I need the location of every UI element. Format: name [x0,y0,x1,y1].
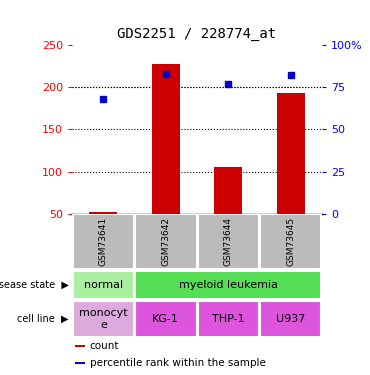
Text: disease state  ▶: disease state ▶ [0,280,68,290]
Bar [89,212,117,214]
Bar [135,214,196,269]
Bar [73,301,134,337]
Bar [75,362,85,364]
Bar [73,271,134,299]
Bar [198,301,259,337]
Text: cell line  ▶: cell line ▶ [17,314,68,324]
Text: GSM73645: GSM73645 [286,217,295,266]
Text: GSM73644: GSM73644 [224,217,233,266]
Text: U937: U937 [276,314,305,324]
Bar [73,214,134,269]
Text: percentile rank within the sample: percentile rank within the sample [90,358,266,368]
Text: monocyt
e: monocyt e [79,308,128,330]
Text: myeloid leukemia: myeloid leukemia [179,280,278,290]
Bar [75,345,85,347]
Text: GSM73642: GSM73642 [161,217,170,266]
Text: KG-1: KG-1 [152,314,179,324]
Bar [214,167,242,214]
Bar [135,301,196,337]
Bar [198,214,259,269]
Bar [260,214,322,269]
Text: THP-1: THP-1 [212,314,245,324]
Text: count: count [90,341,119,351]
Title: GDS2251 / 228774_at: GDS2251 / 228774_at [117,27,277,41]
Text: GSM73641: GSM73641 [99,217,108,266]
Bar [135,271,322,299]
Text: normal: normal [84,280,123,290]
Bar [277,93,305,214]
Bar [260,301,322,337]
Bar [152,63,180,214]
